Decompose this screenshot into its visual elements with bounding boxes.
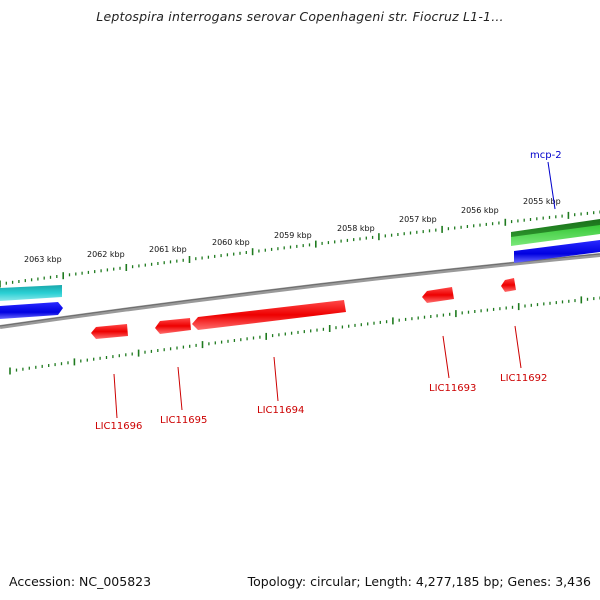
kbp-label: 2060 kbp [212, 238, 250, 247]
kbp-label: 2061 kbp [149, 245, 187, 254]
cyan-feature-left[interactable] [0, 285, 62, 301]
green-light-feature-right[interactable] [511, 225, 600, 246]
kbp-label: 2062 kbp [87, 250, 125, 259]
gene-label-LIC11694[interactable]: LIC11694 [257, 405, 304, 416]
kbp-label: 2055 kbp [523, 197, 561, 206]
gene-LIC11693[interactable] [422, 287, 454, 303]
gene-label-LIC11692[interactable]: LIC11692 [500, 373, 547, 384]
reverse-features [91, 278, 516, 339]
kbp-label: 2056 kbp [461, 206, 499, 215]
kbp-labels: 2063 kbp 2062 kbp 2061 kbp 2060 kbp 2059… [24, 197, 561, 264]
kbp-label: 2063 kbp [24, 255, 62, 264]
gene-label-LIC11693[interactable]: LIC11693 [429, 383, 476, 394]
genome-backbone [0, 253, 600, 329]
gene-label-LIC11695[interactable]: LIC11695 [160, 415, 207, 426]
blue-feature-left[interactable] [0, 302, 63, 319]
forward-features [0, 219, 600, 319]
label-leaders [113, 161, 556, 419]
map-title: Leptospira interrogans serovar Copenhage… [96, 9, 504, 24]
kbp-label: 2058 kbp [337, 224, 375, 233]
gene-LIC11692[interactable] [501, 278, 516, 292]
gene-labels: mcp-2 LIC11696 LIC11695 LIC11694 LIC1169… [95, 150, 562, 432]
gene-LIC11694[interactable] [192, 300, 346, 330]
gene-LIC11695[interactable] [155, 318, 191, 334]
kbp-label: 2057 kbp [399, 215, 437, 224]
kbp-label: 2059 kbp [274, 231, 312, 240]
blue-feature-right[interactable] [514, 240, 600, 263]
genome-summary: Topology: circular; Length: 4,277,185 bp… [247, 574, 591, 589]
gene-label-LIC11696[interactable]: LIC11696 [95, 421, 142, 432]
outer-scale-ticks [0, 210, 600, 288]
gene-label-mcp-2[interactable]: mcp-2 [530, 150, 562, 161]
inner-scale-ticks [9, 296, 600, 375]
gene-LIC11696[interactable] [91, 324, 128, 339]
accession-label: Accession: NC_005823 [9, 574, 152, 589]
